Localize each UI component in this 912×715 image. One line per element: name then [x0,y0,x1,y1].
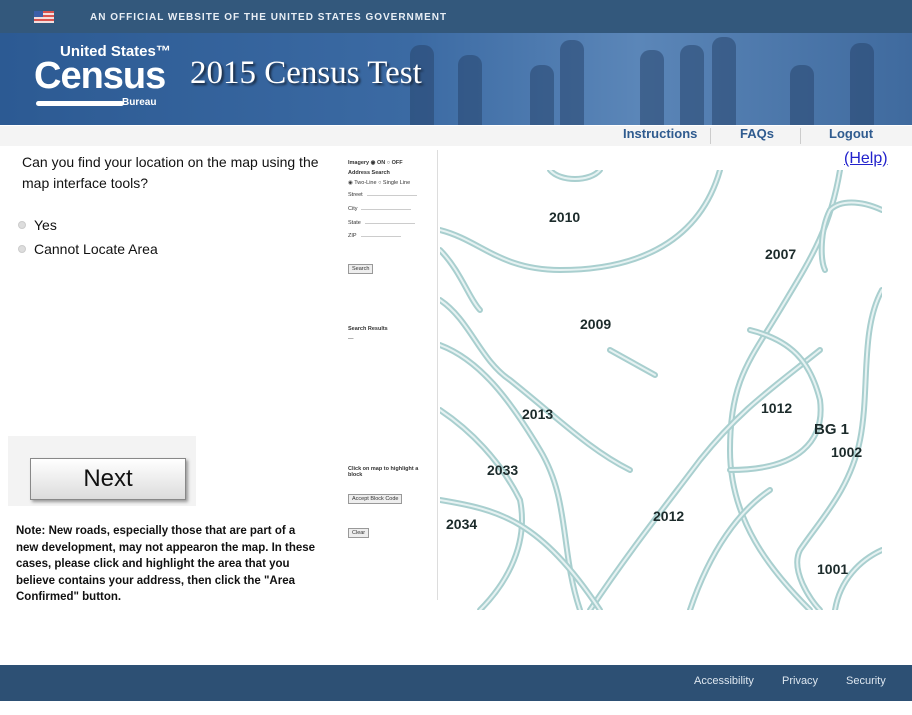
road [609,349,656,376]
road [440,170,721,272]
click-hint: Click on map to highlight a block [348,466,419,478]
road [549,170,601,180]
city-label: City [348,206,358,212]
road [728,170,841,610]
road [729,329,822,471]
search-results-value: — [348,336,354,342]
search-results-title: Search Results [348,326,388,332]
note-text: Note: New roads, especially those that a… [16,525,316,603]
road [440,409,523,610]
site-header: United States™ Census Bureau 2015 Census… [0,33,912,125]
clear-button[interactable]: Clear [348,528,370,538]
state-label: State [348,220,361,226]
roads [440,170,882,610]
block-label[interactable]: 1002 [831,444,863,460]
zip-input[interactable] [360,236,401,237]
accessibility-link[interactable]: Accessibility [694,675,754,687]
footer: Accessibility Privacy Security [0,665,912,701]
road [832,547,882,610]
street-label: Street [348,192,363,198]
road [440,249,481,311]
road [440,299,631,471]
option-cannot-locate[interactable]: Cannot Locate Area [18,241,158,257]
block-label[interactable]: 2013 [522,406,554,422]
road [547,170,603,182]
road [589,349,821,610]
state-input[interactable] [364,223,415,224]
search-button[interactable]: Search [348,264,374,274]
address-search-label: Address Search [348,170,390,176]
map-canvas[interactable]: 2010 2007 2009 1012 BG 1 1002 2013 2033 … [440,170,882,610]
logout-link[interactable]: Logout [829,126,874,141]
road [818,199,882,273]
help-link[interactable]: (Help) [844,150,888,167]
imagery-toggle[interactable]: Imagery ◉ ON ○ OFF [348,160,403,166]
block-group-label: BG 1 [814,421,850,438]
street-input[interactable] [366,195,417,196]
faqs-link[interactable]: FAQs [740,126,774,141]
zip-label: ZIP [348,233,357,239]
block-label[interactable]: 1012 [761,400,793,416]
block-label[interactable]: 2034 [446,516,478,532]
block-label[interactable]: 2009 [580,316,612,332]
top-nav: Instructions FAQs Logout [0,126,912,146]
block-label[interactable]: 2033 [487,462,519,478]
map-tools-panel: Imagery ◉ ON ○ OFF Address Search ◉ Two-… [345,150,438,600]
block-label[interactable]: 2012 [653,508,685,524]
next-button[interactable]: Next [30,458,186,500]
road [796,289,882,610]
accept-block-code-button[interactable]: Accept Block Code [348,494,403,504]
road [689,489,771,610]
line-mode-radio[interactable]: ◉ Two-Line ○ Single Line [348,180,411,186]
official-website-text: AN OFFICIAL WEBSITE OF THE UNITED STATES… [90,12,448,23]
block-label[interactable]: 2007 [765,246,797,262]
road [440,344,581,610]
instructions-link[interactable]: Instructions [623,126,698,141]
block-label[interactable]: 1001 [817,561,849,577]
question-text: Can you find your location on the map us… [22,154,319,191]
block-label[interactable]: 2010 [549,209,581,225]
road [834,549,882,610]
security-link[interactable]: Security [846,675,886,687]
option-yes[interactable]: Yes [18,217,57,233]
radio-button[interactable] [18,221,26,229]
road [440,499,601,610]
road [820,201,882,271]
radio-button[interactable] [18,245,26,253]
city-input[interactable] [361,209,412,210]
privacy-link[interactable]: Privacy [782,675,819,687]
app-title: 2015 Census Test [190,55,422,91]
gov-banner: AN OFFICIAL WEBSITE OF THE UNITED STATES… [0,0,912,33]
us-flag-icon [34,11,54,23]
